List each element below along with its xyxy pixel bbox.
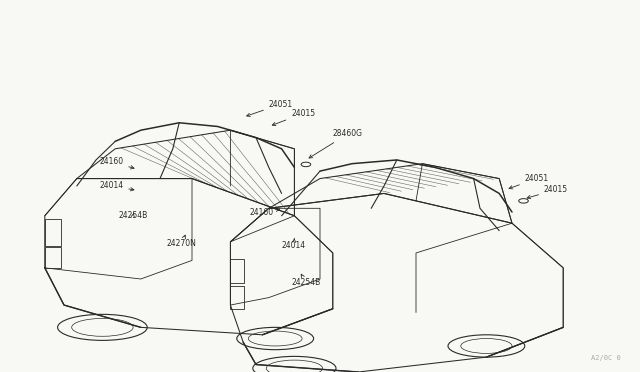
Text: 24051: 24051 — [509, 174, 549, 189]
Text: 24270N: 24270N — [166, 235, 196, 248]
Text: 24254B: 24254B — [118, 211, 148, 220]
Text: 24015: 24015 — [272, 109, 316, 126]
Text: A2/0C 0: A2/0C 0 — [591, 355, 621, 361]
Text: 24254B: 24254B — [291, 274, 321, 287]
Bar — [45, 247, 61, 268]
Text: 24014: 24014 — [282, 238, 306, 250]
Bar — [230, 259, 244, 283]
Bar — [230, 286, 244, 309]
Bar — [45, 219, 61, 246]
Text: 24160: 24160 — [99, 157, 134, 169]
Text: 24160: 24160 — [250, 208, 280, 217]
Text: 24051: 24051 — [246, 100, 293, 116]
Text: 24014: 24014 — [99, 182, 134, 191]
Text: 28460G: 28460G — [309, 129, 363, 158]
Text: 24015: 24015 — [527, 185, 568, 199]
